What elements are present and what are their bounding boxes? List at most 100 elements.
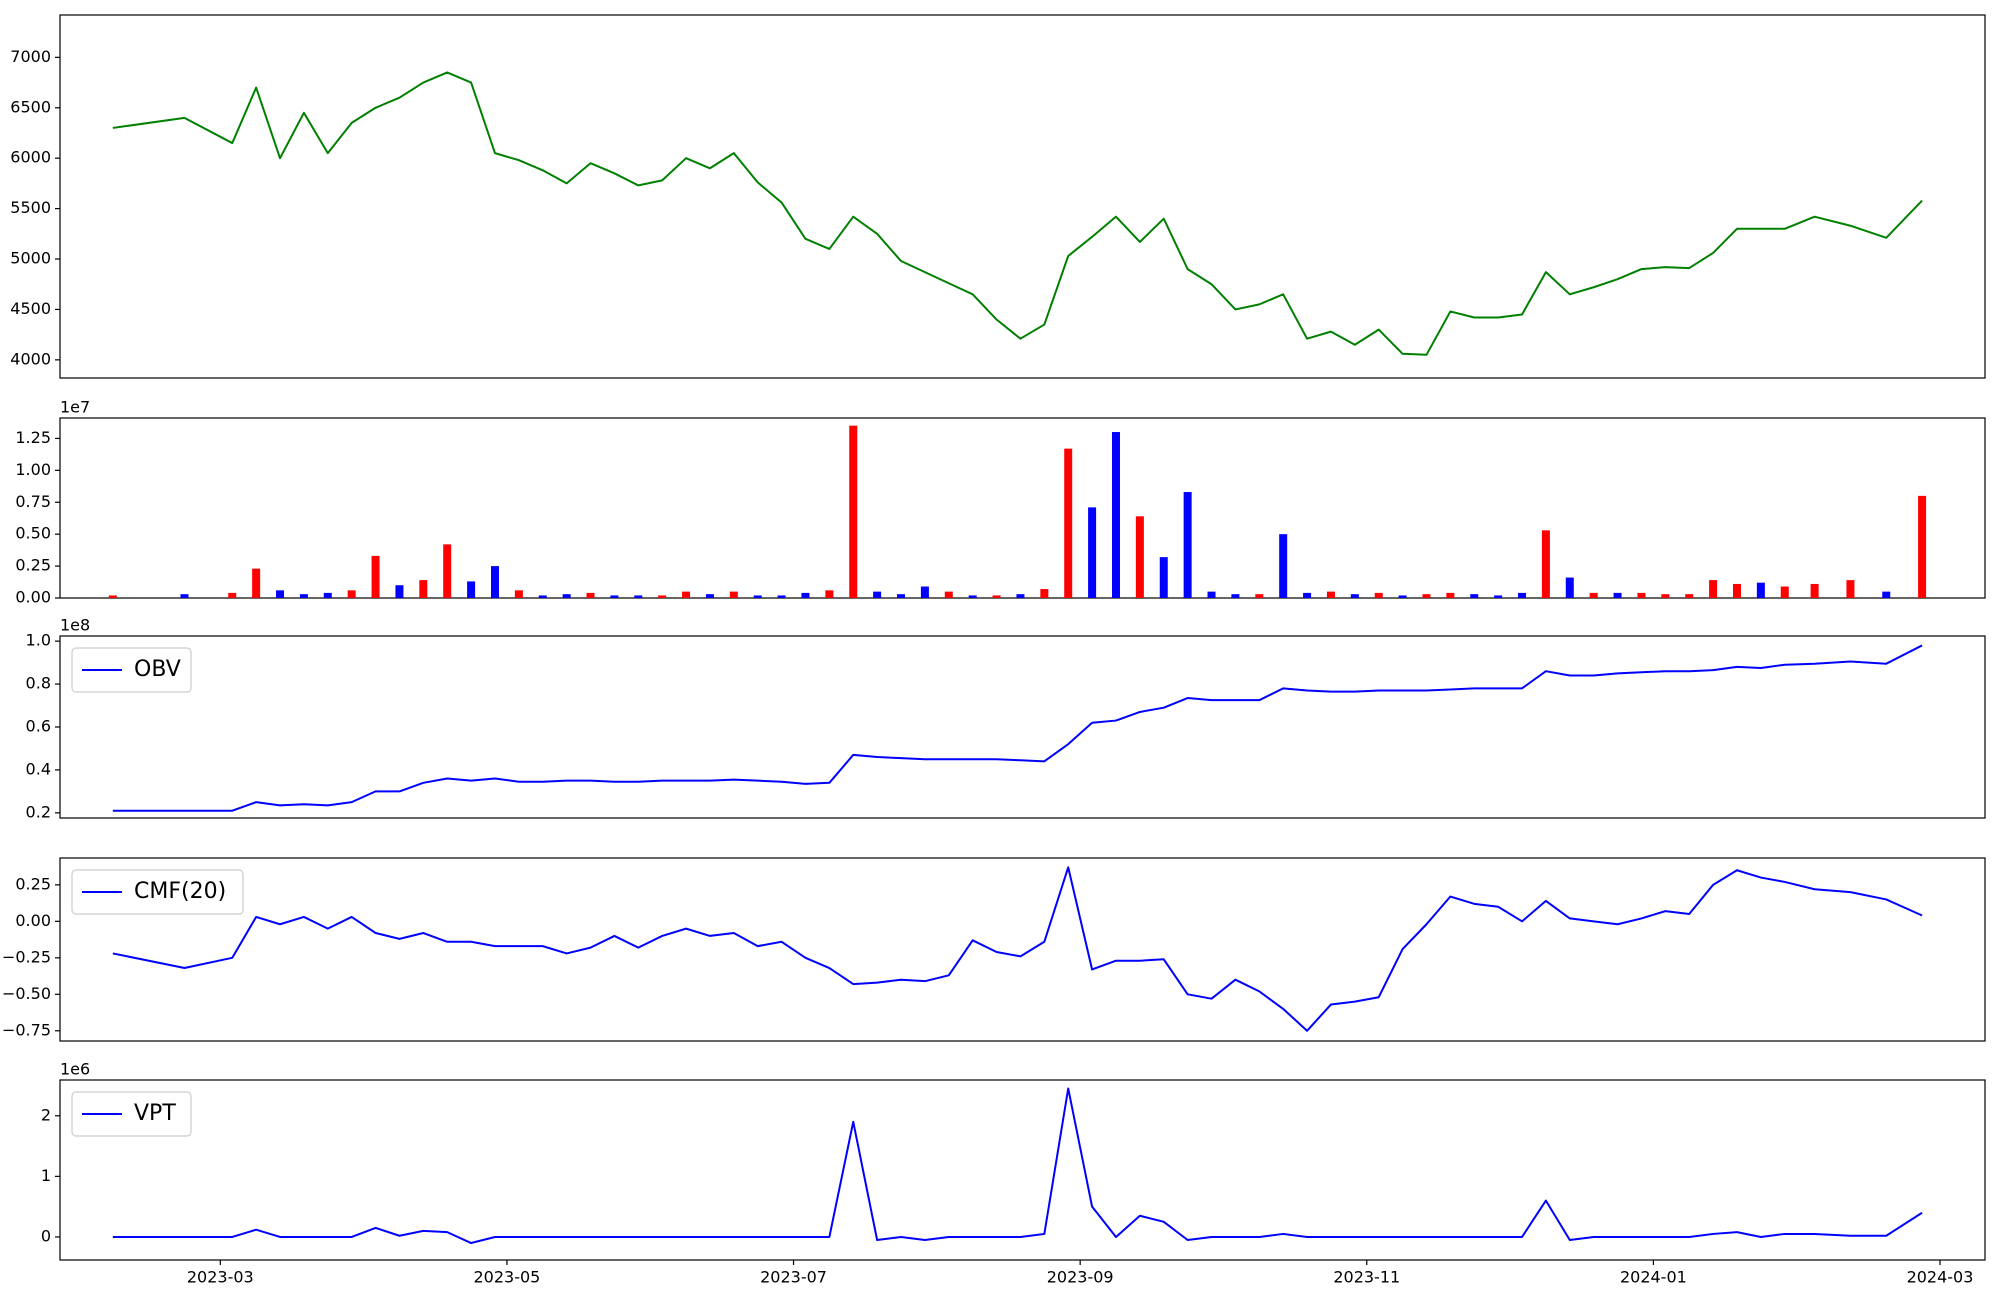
bar: [992, 595, 1001, 598]
axis-offset-label: 1e6: [60, 1060, 90, 1079]
y-tick-label: 1: [41, 1166, 51, 1185]
legend-box: [71, 1091, 192, 1137]
x-tick-label: 2023-03: [187, 1268, 254, 1287]
bar: [1494, 595, 1503, 598]
bar: [1183, 492, 1192, 598]
bar: [490, 566, 499, 598]
bar: [1709, 580, 1718, 598]
line: [112, 1087, 1923, 1245]
line: [112, 644, 1923, 812]
plot-frame: [59, 14, 1986, 379]
bar: [1541, 530, 1550, 598]
y-tick-label: 0.00: [15, 911, 51, 930]
x-tick-label: 2024-03: [1907, 1268, 1974, 1287]
bar: [729, 591, 738, 598]
legend-box: [71, 869, 244, 915]
bar: [1918, 495, 1927, 598]
bar: [705, 594, 714, 598]
y-tick-label: 1.0: [26, 631, 51, 650]
bar: [1756, 582, 1765, 598]
y-tick-label: 4500: [10, 299, 51, 318]
y-tick-label: 0: [41, 1226, 51, 1245]
bar: [801, 592, 810, 598]
legend-label: CMF(20): [134, 879, 226, 904]
x-tick-label: 2023-09: [1047, 1268, 1114, 1287]
bar: [419, 580, 428, 598]
y-tick-label: 0.6: [26, 717, 51, 736]
bar: [849, 425, 858, 598]
bar: [1637, 592, 1646, 598]
bar: [1446, 592, 1455, 598]
bar: [395, 585, 404, 598]
bar: [1398, 595, 1407, 598]
plot-frame: [59, 635, 1986, 819]
bar: [1732, 583, 1741, 598]
bar: [514, 590, 523, 598]
y-tick-label: 0.00: [15, 588, 51, 607]
y-tick-label: 0.50: [15, 524, 51, 543]
plot-frame: [59, 1079, 1986, 1261]
bar: [1016, 594, 1025, 598]
bar: [1565, 577, 1574, 598]
y-tick-label: 0.8: [26, 674, 51, 693]
bar: [1279, 534, 1288, 598]
bar: [1374, 592, 1383, 598]
bar: [180, 594, 189, 598]
y-tick-label: 0.25: [15, 556, 51, 575]
plot-frame: [59, 417, 1986, 599]
bar: [1303, 592, 1312, 598]
bar: [586, 592, 595, 598]
bar: [1231, 594, 1240, 598]
bar: [1685, 594, 1694, 598]
bar: [299, 594, 308, 598]
bar: [1882, 591, 1891, 598]
bar: [1846, 580, 1855, 598]
plot-frame: [59, 857, 1986, 1042]
bar: [252, 568, 261, 598]
bar: [968, 595, 977, 598]
line: [112, 71, 1923, 356]
y-tick-label: 6000: [10, 148, 51, 167]
bar: [276, 590, 285, 598]
bar: [1470, 594, 1479, 598]
bar: [443, 544, 452, 598]
legend-box: [71, 647, 192, 693]
axis-offset-label: 1e8: [60, 616, 90, 635]
line: [112, 866, 1923, 1032]
bar: [610, 595, 619, 598]
bar: [562, 594, 571, 598]
legend-label: OBV: [134, 657, 181, 682]
bar: [1326, 591, 1335, 598]
axis-offset-label: 1e7: [60, 398, 90, 417]
y-tick-label: 5500: [10, 198, 51, 217]
y-tick-label: 0.75: [15, 492, 51, 511]
bar: [1422, 594, 1431, 598]
y-tick-label: 4000: [10, 349, 51, 368]
y-tick-label: 6500: [10, 97, 51, 116]
bar: [323, 592, 332, 598]
bar: [1088, 507, 1097, 598]
bar: [108, 595, 117, 598]
bar: [1350, 594, 1359, 598]
y-tick-label: 7000: [10, 47, 51, 66]
y-tick-label: 0.25: [15, 874, 51, 893]
bar: [1064, 448, 1073, 598]
bar: [371, 555, 380, 598]
bar: [228, 592, 237, 598]
bar: [1135, 516, 1144, 598]
bar: [538, 595, 547, 598]
y-tick-label: 0.4: [26, 759, 51, 778]
bar: [920, 586, 929, 598]
bar: [1780, 586, 1789, 598]
bar: [682, 591, 691, 598]
bar: [1661, 594, 1670, 598]
y-tick-label: 1.25: [15, 428, 51, 447]
bar: [944, 591, 953, 598]
x-tick-label: 2023-11: [1333, 1268, 1400, 1287]
bar: [825, 590, 834, 598]
y-tick-label: 2: [41, 1105, 51, 1124]
bar: [873, 591, 882, 598]
bar: [1255, 594, 1264, 598]
bar: [777, 595, 786, 598]
